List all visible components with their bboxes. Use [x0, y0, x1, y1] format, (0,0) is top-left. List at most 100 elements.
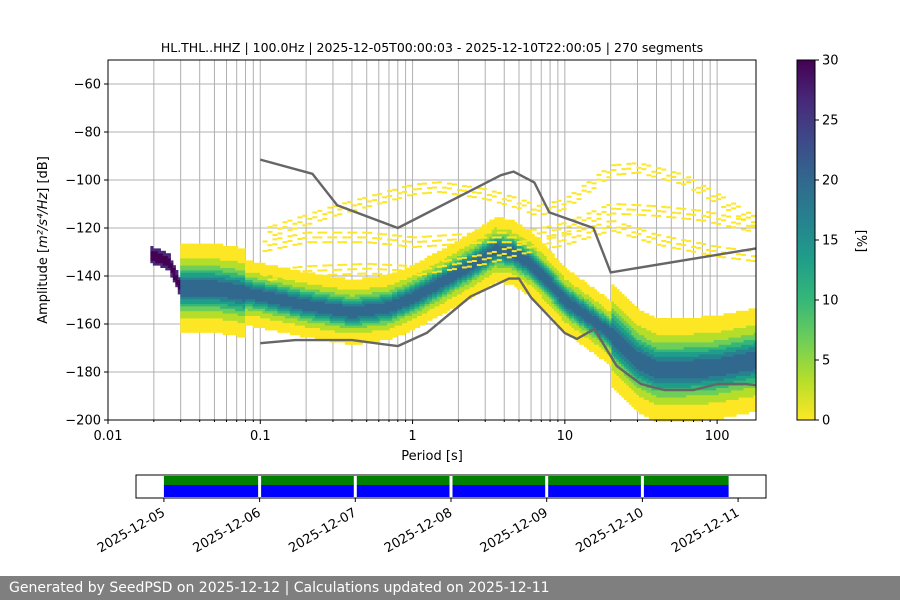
heatmap-cell	[192, 250, 196, 254]
heatmap-cell	[245, 284, 249, 288]
heatmap-cell	[287, 301, 291, 304]
heatmap-cell	[319, 332, 323, 336]
heatmap-cell	[417, 298, 421, 302]
heatmap-cell	[476, 229, 480, 232]
heatmap-cell	[521, 234, 525, 237]
heatmap-cell	[289, 327, 294, 331]
heatmap-cell	[289, 301, 294, 304]
heatmap-cell	[496, 222, 500, 225]
heatmap-cell	[349, 303, 353, 307]
heatmap-cell	[466, 270, 470, 273]
heatmap-cell	[270, 274, 274, 278]
heatmap-cell	[270, 318, 274, 321]
heatmap-cell	[155, 260, 159, 264]
heatmap-cell	[282, 286, 286, 290]
heatmap-cell	[392, 334, 396, 338]
heatmap-cell	[412, 313, 416, 316]
heatmap-cell	[514, 279, 518, 283]
heatmap-cell	[434, 277, 438, 280]
heatmap-cell	[332, 284, 336, 288]
heatmap-cell	[466, 294, 470, 297]
heatmap-cell	[414, 325, 418, 328]
heatmap-cell	[279, 325, 284, 328]
heatmap-cell	[412, 296, 416, 300]
heatmap-cell	[202, 248, 206, 252]
heatmap-cell	[471, 289, 475, 292]
heatmap-cell	[255, 308, 259, 312]
heatmap-cell	[329, 282, 333, 285]
heatmap-cell	[195, 265, 199, 268]
heatmap-cell	[332, 303, 336, 307]
heatmap-cell	[407, 303, 411, 307]
heatmap-cell	[397, 277, 401, 280]
heatmap-cell	[554, 277, 558, 280]
heatmap-cell	[397, 272, 401, 276]
heatmap-cell	[270, 322, 274, 326]
heatmap-cell	[566, 330, 570, 333]
heatmap-cell	[521, 241, 525, 244]
heatmap-cell	[332, 282, 336, 285]
heatmap-cell	[200, 306, 204, 309]
heatmap-cell	[387, 289, 391, 292]
heatmap-cell	[559, 279, 563, 283]
heatmap-cell	[449, 301, 453, 304]
heatmap-cell	[279, 308, 284, 312]
heatmap-cell	[494, 258, 498, 261]
heatmap-cell	[192, 267, 196, 271]
heatmap-cell	[511, 246, 515, 249]
heatmap-cell	[354, 298, 358, 302]
heatmap-cell	[407, 308, 411, 312]
heatmap-cell	[407, 298, 411, 302]
heatmap-cell	[235, 301, 239, 304]
heatmap-cell	[474, 267, 478, 271]
heatmap-cell	[481, 265, 485, 268]
heatmap-cell	[242, 258, 246, 261]
heatmap-cell	[162, 262, 166, 266]
heatmap-cell	[541, 250, 545, 254]
heatmap-cell	[337, 291, 341, 295]
heatmap-cell	[212, 262, 216, 266]
heatmap-cell	[372, 284, 376, 288]
heatmap-cell	[554, 265, 558, 268]
heatmap-cell	[414, 262, 418, 266]
heatmap-cell	[215, 284, 219, 288]
heatmap-cell	[434, 286, 438, 290]
heatmap-cell	[539, 286, 543, 290]
heatmap-cell	[469, 272, 473, 276]
heatmap-cell	[270, 270, 274, 273]
heatmap-cell	[526, 284, 530, 288]
heatmap-cell	[402, 289, 406, 292]
heatmap-cell	[432, 310, 436, 314]
heatmap-cell	[591, 298, 595, 302]
heatmap-cell	[392, 308, 396, 312]
heatmap-cell	[220, 313, 224, 316]
heatmap-cell	[436, 267, 441, 271]
heatmap-cell	[225, 260, 229, 264]
heatmap-cell	[160, 250, 164, 254]
heatmap-cell	[180, 289, 184, 292]
heatmap-cell	[382, 320, 386, 324]
heatmap-cell	[205, 272, 209, 276]
heatmap-cell	[314, 277, 318, 280]
heatmap-cell	[476, 282, 480, 285]
heatmap-cell	[202, 282, 206, 285]
heatmap-cell	[397, 313, 401, 316]
heatmap-cell	[372, 286, 376, 290]
heatmap-cell	[489, 229, 493, 232]
heatmap-cell	[559, 277, 563, 280]
heatmap-cell	[182, 262, 186, 266]
heatmap-cell	[337, 322, 341, 326]
heatmap-cell	[554, 270, 558, 273]
heatmap-cell	[267, 322, 271, 326]
heatmap-cell	[412, 284, 416, 288]
heatmap-cell	[494, 267, 498, 271]
heatmap-cell	[262, 265, 266, 268]
heatmap-cell	[247, 308, 251, 312]
heatmap-cell	[409, 265, 413, 268]
heatmap-cell	[574, 286, 578, 290]
heatmap-cell	[332, 330, 336, 333]
heatmap-cell	[516, 253, 520, 256]
heatmap-cell	[476, 265, 480, 268]
heatmap-cell	[392, 294, 396, 297]
heatmap-cell	[461, 291, 465, 295]
